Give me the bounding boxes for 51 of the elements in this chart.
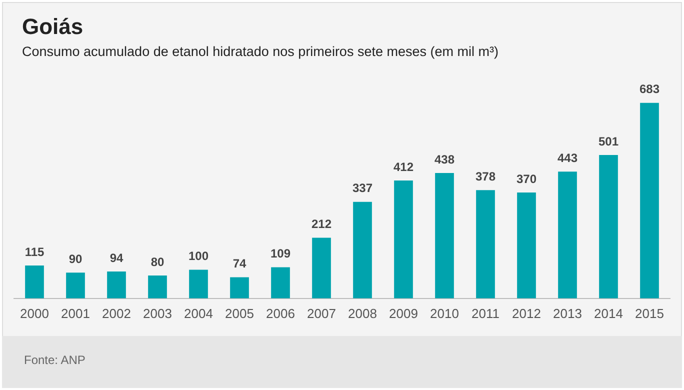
bar (271, 267, 290, 298)
data-label: 80 (150, 254, 164, 269)
data-label: 438 (434, 152, 455, 166)
data-label: 370 (516, 172, 537, 186)
data-label: 212 (311, 217, 332, 232)
x-tick-label: 2001 (61, 306, 90, 321)
data-label: 412 (393, 160, 414, 174)
x-tick-label: 2008 (348, 306, 377, 321)
x-tick-label: 2012 (512, 306, 541, 321)
data-label: 94 (110, 250, 124, 265)
x-tick-label: 2003 (143, 306, 172, 321)
data-label: 115 (24, 244, 45, 259)
x-tick-label: 2007 (307, 306, 336, 321)
x-tick-label: 2004 (184, 306, 213, 321)
x-tick-label: 2015 (635, 306, 664, 321)
bar (558, 172, 577, 298)
data-label: 443 (557, 150, 578, 165)
bar (66, 272, 85, 298)
x-tick-label: 2010 (430, 306, 459, 321)
bar (435, 173, 454, 298)
x-tick-label: 2006 (266, 306, 295, 321)
data-label: 378 (475, 169, 496, 184)
bar (599, 154, 618, 298)
x-tick-label: 2011 (472, 306, 500, 321)
x-tick-label: 2000 (20, 306, 49, 321)
data-label: 74 (232, 256, 246, 271)
x-tick-label: 2014 (594, 306, 623, 321)
data-label: 100 (188, 249, 209, 264)
bar (476, 190, 495, 298)
bar (640, 102, 659, 298)
bar (517, 192, 536, 298)
bar (25, 265, 44, 298)
bar (107, 271, 126, 298)
x-tick-label: 2009 (389, 306, 418, 321)
data-label: 109 (270, 246, 291, 261)
data-label: 90 (68, 252, 82, 266)
data-label: 501 (598, 134, 619, 148)
chart-subtitle: Consumo acumulado de etanol hidratado nos primeiros sete meses (em mil m³) (22, 44, 498, 59)
bar (312, 238, 331, 298)
x-tick-label: 2002 (102, 306, 131, 321)
bar (148, 275, 167, 298)
x-tick-label: 2013 (553, 306, 582, 321)
x-tick-label: 2005 (225, 306, 254, 321)
data-label: 683 (639, 82, 660, 96)
chart-title: Goiás (22, 14, 84, 40)
bar (189, 270, 208, 298)
bar (230, 277, 249, 298)
data-label: 337 (352, 181, 373, 196)
bar (353, 202, 372, 298)
source-note: Fonte: ANP (24, 353, 86, 367)
bar (394, 180, 413, 298)
